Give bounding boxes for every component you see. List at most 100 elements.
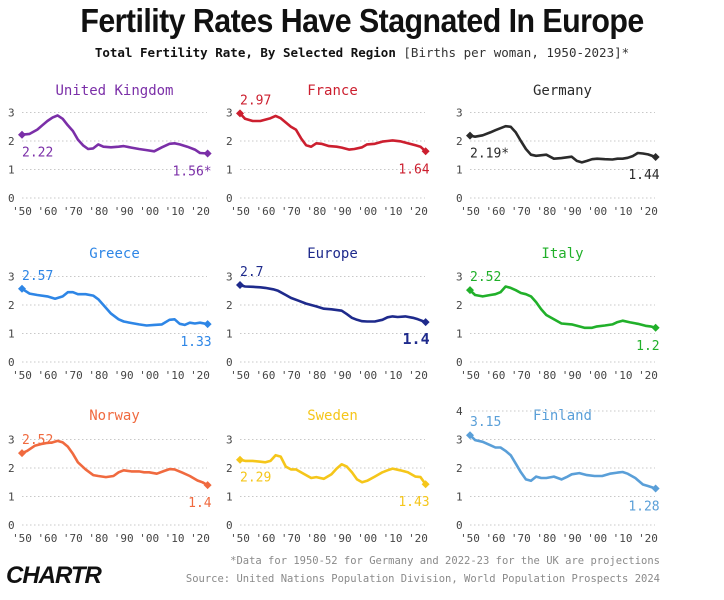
- x-tick-label-united-kingdom-5: '00: [139, 205, 159, 218]
- end-value-label-germany: 1.44: [628, 168, 659, 183]
- start-marker-united-kingdom: [18, 130, 26, 139]
- x-tick-label-italy-4: '90: [562, 369, 582, 382]
- x-tick-label-europe-2: '70: [281, 369, 301, 382]
- subtitle-unit: [Births per woman, 1950-2023]*: [403, 45, 630, 60]
- x-tick-label-greece-1: '60: [37, 369, 57, 382]
- x-tick-label-finland-3: '80: [536, 532, 556, 545]
- series-line-germany: [468, 124, 657, 164]
- x-tick-label-europe-3: '80: [306, 369, 326, 382]
- chartr-logo: CHARTR: [6, 562, 102, 589]
- x-tick-label-finland-6: '10: [613, 532, 633, 545]
- series-line-greece: [20, 287, 209, 327]
- x-tick-label-europe-6: '10: [383, 369, 403, 382]
- y-tick-label-france-0: 0: [226, 192, 233, 205]
- x-tick-label-finland-7: '20: [638, 532, 658, 545]
- x-tick-label-france-3: '80: [306, 205, 326, 218]
- panel-title-sweden: Sweden: [307, 408, 358, 424]
- end-marker-italy: [651, 323, 660, 332]
- x-tick-label-united-kingdom-2: '70: [63, 205, 83, 218]
- panel-title-germany: Germany: [533, 83, 592, 99]
- x-tick-label-sweden-7: '20: [408, 532, 428, 545]
- y-tick-label-sweden-2: 2: [226, 462, 233, 475]
- x-tick-label-sweden-4: '90: [332, 532, 352, 545]
- start-value-label-finland: 3.15: [470, 415, 501, 430]
- x-tick-label-finland-1: '60: [485, 532, 505, 545]
- end-marker-france: [421, 147, 430, 156]
- y-tick-label-finland-0: 0: [456, 519, 463, 532]
- y-tick-label-greece-0: 0: [8, 356, 15, 369]
- y-tick-label-norway-3: 3: [8, 434, 15, 447]
- panel-title-europe: Europe: [307, 246, 358, 262]
- start-marker-france: [236, 109, 244, 118]
- end-value-label-europe: 1.4: [403, 330, 430, 348]
- y-tick-label-france-1: 1: [226, 164, 233, 177]
- x-tick-label-germany-4: '90: [562, 205, 582, 218]
- x-tick-label-united-kingdom-7: '20: [190, 205, 210, 218]
- subtitle-main: Total Fertility Rate, By Selected Region: [94, 45, 396, 60]
- x-tick-label-finland-4: '90: [562, 532, 582, 545]
- y-tick-label-finland-1: 1: [456, 491, 463, 504]
- x-tick-label-finland-0: '50: [460, 532, 480, 545]
- x-tick-label-germany-1: '60: [485, 205, 505, 218]
- x-tick-label-italy-2: '70: [511, 369, 531, 382]
- y-tick-label-greece-2: 2: [8, 299, 15, 312]
- start-marker-europe: [236, 281, 244, 290]
- x-tick-label-italy-5: '00: [587, 369, 607, 382]
- x-tick-label-greece-7: '20: [190, 369, 210, 382]
- x-tick-label-france-4: '90: [332, 205, 352, 218]
- y-tick-label-norway-2: 2: [8, 462, 15, 475]
- source-note: Source: United Nations Population Divisi…: [185, 573, 660, 585]
- start-value-label-italy: 2.52: [470, 270, 501, 285]
- end-value-label-italy: 1.2: [636, 339, 659, 354]
- series-line-europe: [238, 283, 427, 324]
- x-tick-label-norway-2: '70: [63, 532, 83, 545]
- start-marker-sweden: [236, 455, 244, 464]
- y-tick-label-germany-0: 0: [456, 192, 463, 205]
- end-marker-finland: [651, 484, 660, 493]
- y-tick-label-europe-2: 2: [226, 299, 233, 312]
- x-tick-label-norway-0: '50: [12, 532, 32, 545]
- x-tick-label-sweden-5: '00: [357, 532, 377, 545]
- x-tick-label-france-0: '50: [230, 205, 250, 218]
- x-tick-label-united-kingdom-1: '60: [37, 205, 57, 218]
- x-tick-label-norway-5: '00: [139, 532, 159, 545]
- x-tick-label-finland-5: '00: [587, 532, 607, 545]
- x-tick-label-united-kingdom-3: '80: [88, 205, 108, 218]
- end-value-label-united-kingdom: 1.56*: [172, 165, 211, 180]
- y-tick-label-united-kingdom-3: 3: [8, 107, 15, 120]
- y-tick-label-finland-4: 4: [456, 405, 463, 418]
- y-tick-label-sweden-0: 0: [226, 519, 233, 532]
- footnote: *Data for 1950-52 for Germany and 2022-2…: [230, 555, 660, 567]
- start-value-label-united-kingdom: 2.22: [22, 146, 53, 161]
- y-tick-label-italy-3: 3: [456, 271, 463, 284]
- x-tick-label-italy-1: '60: [485, 369, 505, 382]
- x-tick-label-greece-2: '70: [63, 369, 83, 382]
- x-tick-label-italy-6: '10: [613, 369, 633, 382]
- y-tick-label-united-kingdom-0: 0: [8, 192, 15, 205]
- start-value-label-greece: 2.57: [22, 269, 53, 284]
- x-tick-label-germany-5: '00: [587, 205, 607, 218]
- y-tick-label-france-2: 2: [226, 135, 233, 148]
- end-value-label-sweden: 1.43: [398, 495, 429, 510]
- start-marker-norway: [18, 449, 26, 458]
- y-tick-label-united-kingdom-1: 1: [8, 164, 15, 177]
- x-tick-label-france-6: '10: [383, 205, 403, 218]
- x-tick-label-greece-5: '00: [139, 369, 159, 382]
- x-tick-label-germany-7: '20: [638, 205, 658, 218]
- y-tick-label-italy-0: 0: [456, 356, 463, 369]
- panel-title-italy: Italy: [541, 246, 583, 262]
- panel-title-greece: Greece: [89, 246, 140, 262]
- x-tick-label-greece-4: '90: [114, 369, 134, 382]
- y-tick-label-sweden-1: 1: [226, 491, 233, 504]
- x-tick-label-norway-7: '20: [190, 532, 210, 545]
- x-tick-label-france-7: '20: [408, 205, 428, 218]
- x-tick-label-united-kingdom-6: '10: [165, 205, 185, 218]
- y-tick-label-italy-1: 1: [456, 328, 463, 341]
- end-marker-sweden: [421, 480, 430, 489]
- x-tick-label-norway-6: '10: [165, 532, 185, 545]
- panel-title-finland: Finland: [533, 408, 592, 424]
- x-tick-label-norway-1: '60: [37, 532, 57, 545]
- y-tick-label-greece-3: 3: [8, 271, 15, 284]
- y-tick-label-norway-1: 1: [8, 491, 15, 504]
